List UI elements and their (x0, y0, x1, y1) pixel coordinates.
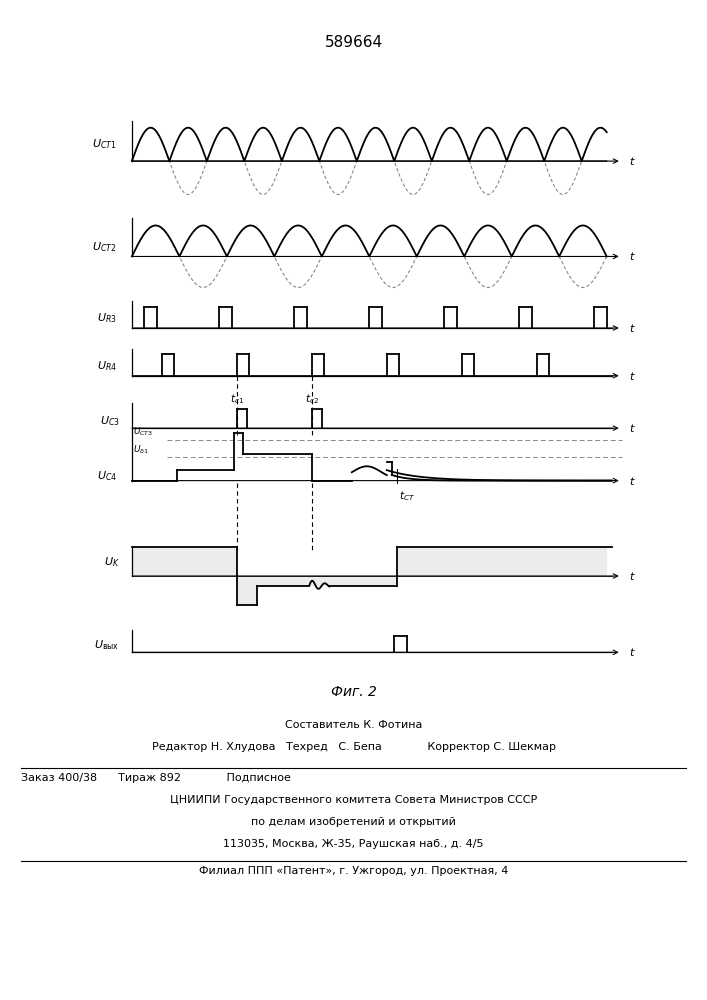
Text: $U_{\delta1}$: $U_{\delta1}$ (133, 443, 149, 456)
Text: Филиал ППП «Патент», г. Ужгород, ул. Проектная, 4: Филиал ППП «Патент», г. Ужгород, ул. Про… (199, 866, 508, 876)
Text: $t$: $t$ (629, 646, 636, 658)
Text: $t_{c1}$: $t_{c1}$ (230, 392, 244, 406)
Text: $U_{CT2}$: $U_{CT2}$ (93, 240, 117, 254)
Text: $U_{CT3}$: $U_{CT3}$ (133, 425, 153, 438)
Text: $t$: $t$ (629, 475, 636, 487)
Text: $t$: $t$ (629, 250, 636, 262)
Text: Составитель К. Фотина: Составитель К. Фотина (285, 720, 422, 730)
Text: 589664: 589664 (325, 35, 382, 50)
Text: $t$: $t$ (629, 155, 636, 167)
Text: $t$: $t$ (629, 322, 636, 334)
Text: $t$: $t$ (629, 422, 636, 434)
Text: $U_{C3}$: $U_{C3}$ (100, 414, 119, 428)
Text: $U_{C4}$: $U_{C4}$ (97, 469, 117, 483)
Text: 113035, Москва, Ж-35, Раушская наб., д. 4/5: 113035, Москва, Ж-35, Раушская наб., д. … (223, 839, 484, 849)
Text: Фиг. 2: Фиг. 2 (331, 685, 376, 699)
Text: $U_{R4}$: $U_{R4}$ (97, 359, 117, 373)
Text: $t_{CT}$: $t_{CT}$ (399, 489, 415, 503)
Polygon shape (132, 547, 607, 605)
Text: по делам изобретений и открытий: по делам изобретений и открытий (251, 817, 456, 827)
Text: Заказ 400/38      Тираж 892             Подписное: Заказ 400/38 Тираж 892 Подписное (21, 773, 291, 783)
Text: $t_{c2}$: $t_{c2}$ (305, 392, 319, 406)
Text: $t$: $t$ (629, 570, 636, 582)
Text: $U_{CT1}$: $U_{CT1}$ (93, 137, 117, 151)
Text: ЦНИИПИ Государственного комитета Совета Министров СССР: ЦНИИПИ Государственного комитета Совета … (170, 795, 537, 805)
Text: $t$: $t$ (629, 370, 636, 382)
Text: Редактор Н. Хлудова   Техред   С. Бепа             Корректор С. Шекмар: Редактор Н. Хлудова Техред С. Бепа Корре… (151, 742, 556, 752)
Text: $U_{\text{вых}}$: $U_{\text{вых}}$ (94, 638, 119, 652)
Text: $U_{R3}$: $U_{R3}$ (97, 312, 117, 325)
Text: $U_K$: $U_K$ (104, 555, 119, 569)
